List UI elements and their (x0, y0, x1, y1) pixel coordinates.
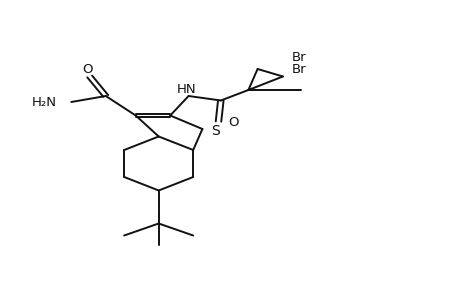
Text: S: S (210, 124, 219, 137)
Text: O: O (228, 116, 239, 130)
Text: Br: Br (291, 63, 306, 76)
Text: H₂N: H₂N (32, 95, 56, 109)
Text: Br: Br (291, 51, 306, 64)
Text: HN: HN (176, 83, 196, 96)
Text: O: O (82, 63, 92, 76)
